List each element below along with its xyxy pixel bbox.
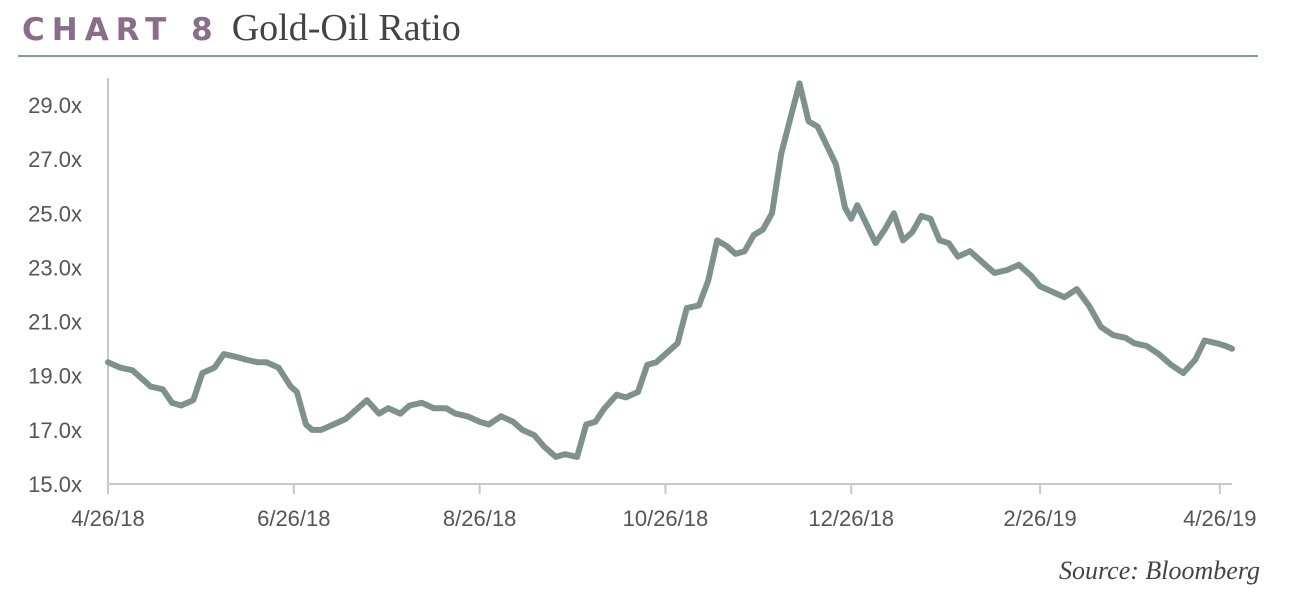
x-axis: 4/26/18 6/26/18 8/26/18 10/26/18 12/26/18 2/2… xyxy=(71,483,1257,531)
series-line xyxy=(105,80,1235,460)
chart-number: CHART 8 xyxy=(22,12,220,48)
x-tick-label: 6/26/18 xyxy=(257,506,330,531)
y-axis: 15.0x 17.0x 19.0x 21.0x 23.0x 25.0x 27.0x 29.0x xyxy=(28,78,109,497)
y-tick-label: 19.0x xyxy=(28,364,82,389)
x-tick-label: 4/26/18 xyxy=(71,506,144,531)
x-tick-label: 4/26/19 xyxy=(1183,506,1256,531)
y-tick-label: 15.0x xyxy=(28,472,82,497)
y-tick-label: 17.0x xyxy=(28,418,82,443)
source-note: Source: Bloomberg xyxy=(1059,556,1260,585)
y-tick-label: 21.0x xyxy=(28,310,82,335)
x-tick-label: 10/26/18 xyxy=(623,506,709,531)
x-tick-label: 2/26/19 xyxy=(1003,506,1076,531)
x-tick-label: 8/26/18 xyxy=(443,506,516,531)
chart-title: Gold-Oil Ratio xyxy=(231,7,461,49)
y-tick-label: 27.0x xyxy=(28,147,82,172)
y-tick-label: 25.0x xyxy=(28,201,82,226)
y-tick-label: 23.0x xyxy=(28,255,82,280)
title-divider xyxy=(18,55,1258,57)
y-tick-label: 29.0x xyxy=(28,93,82,118)
series-layer xyxy=(105,80,1235,460)
chart-header: CHART 8 Gold-Oil Ratio xyxy=(22,6,461,54)
x-tick-label: 12/26/18 xyxy=(808,506,894,531)
